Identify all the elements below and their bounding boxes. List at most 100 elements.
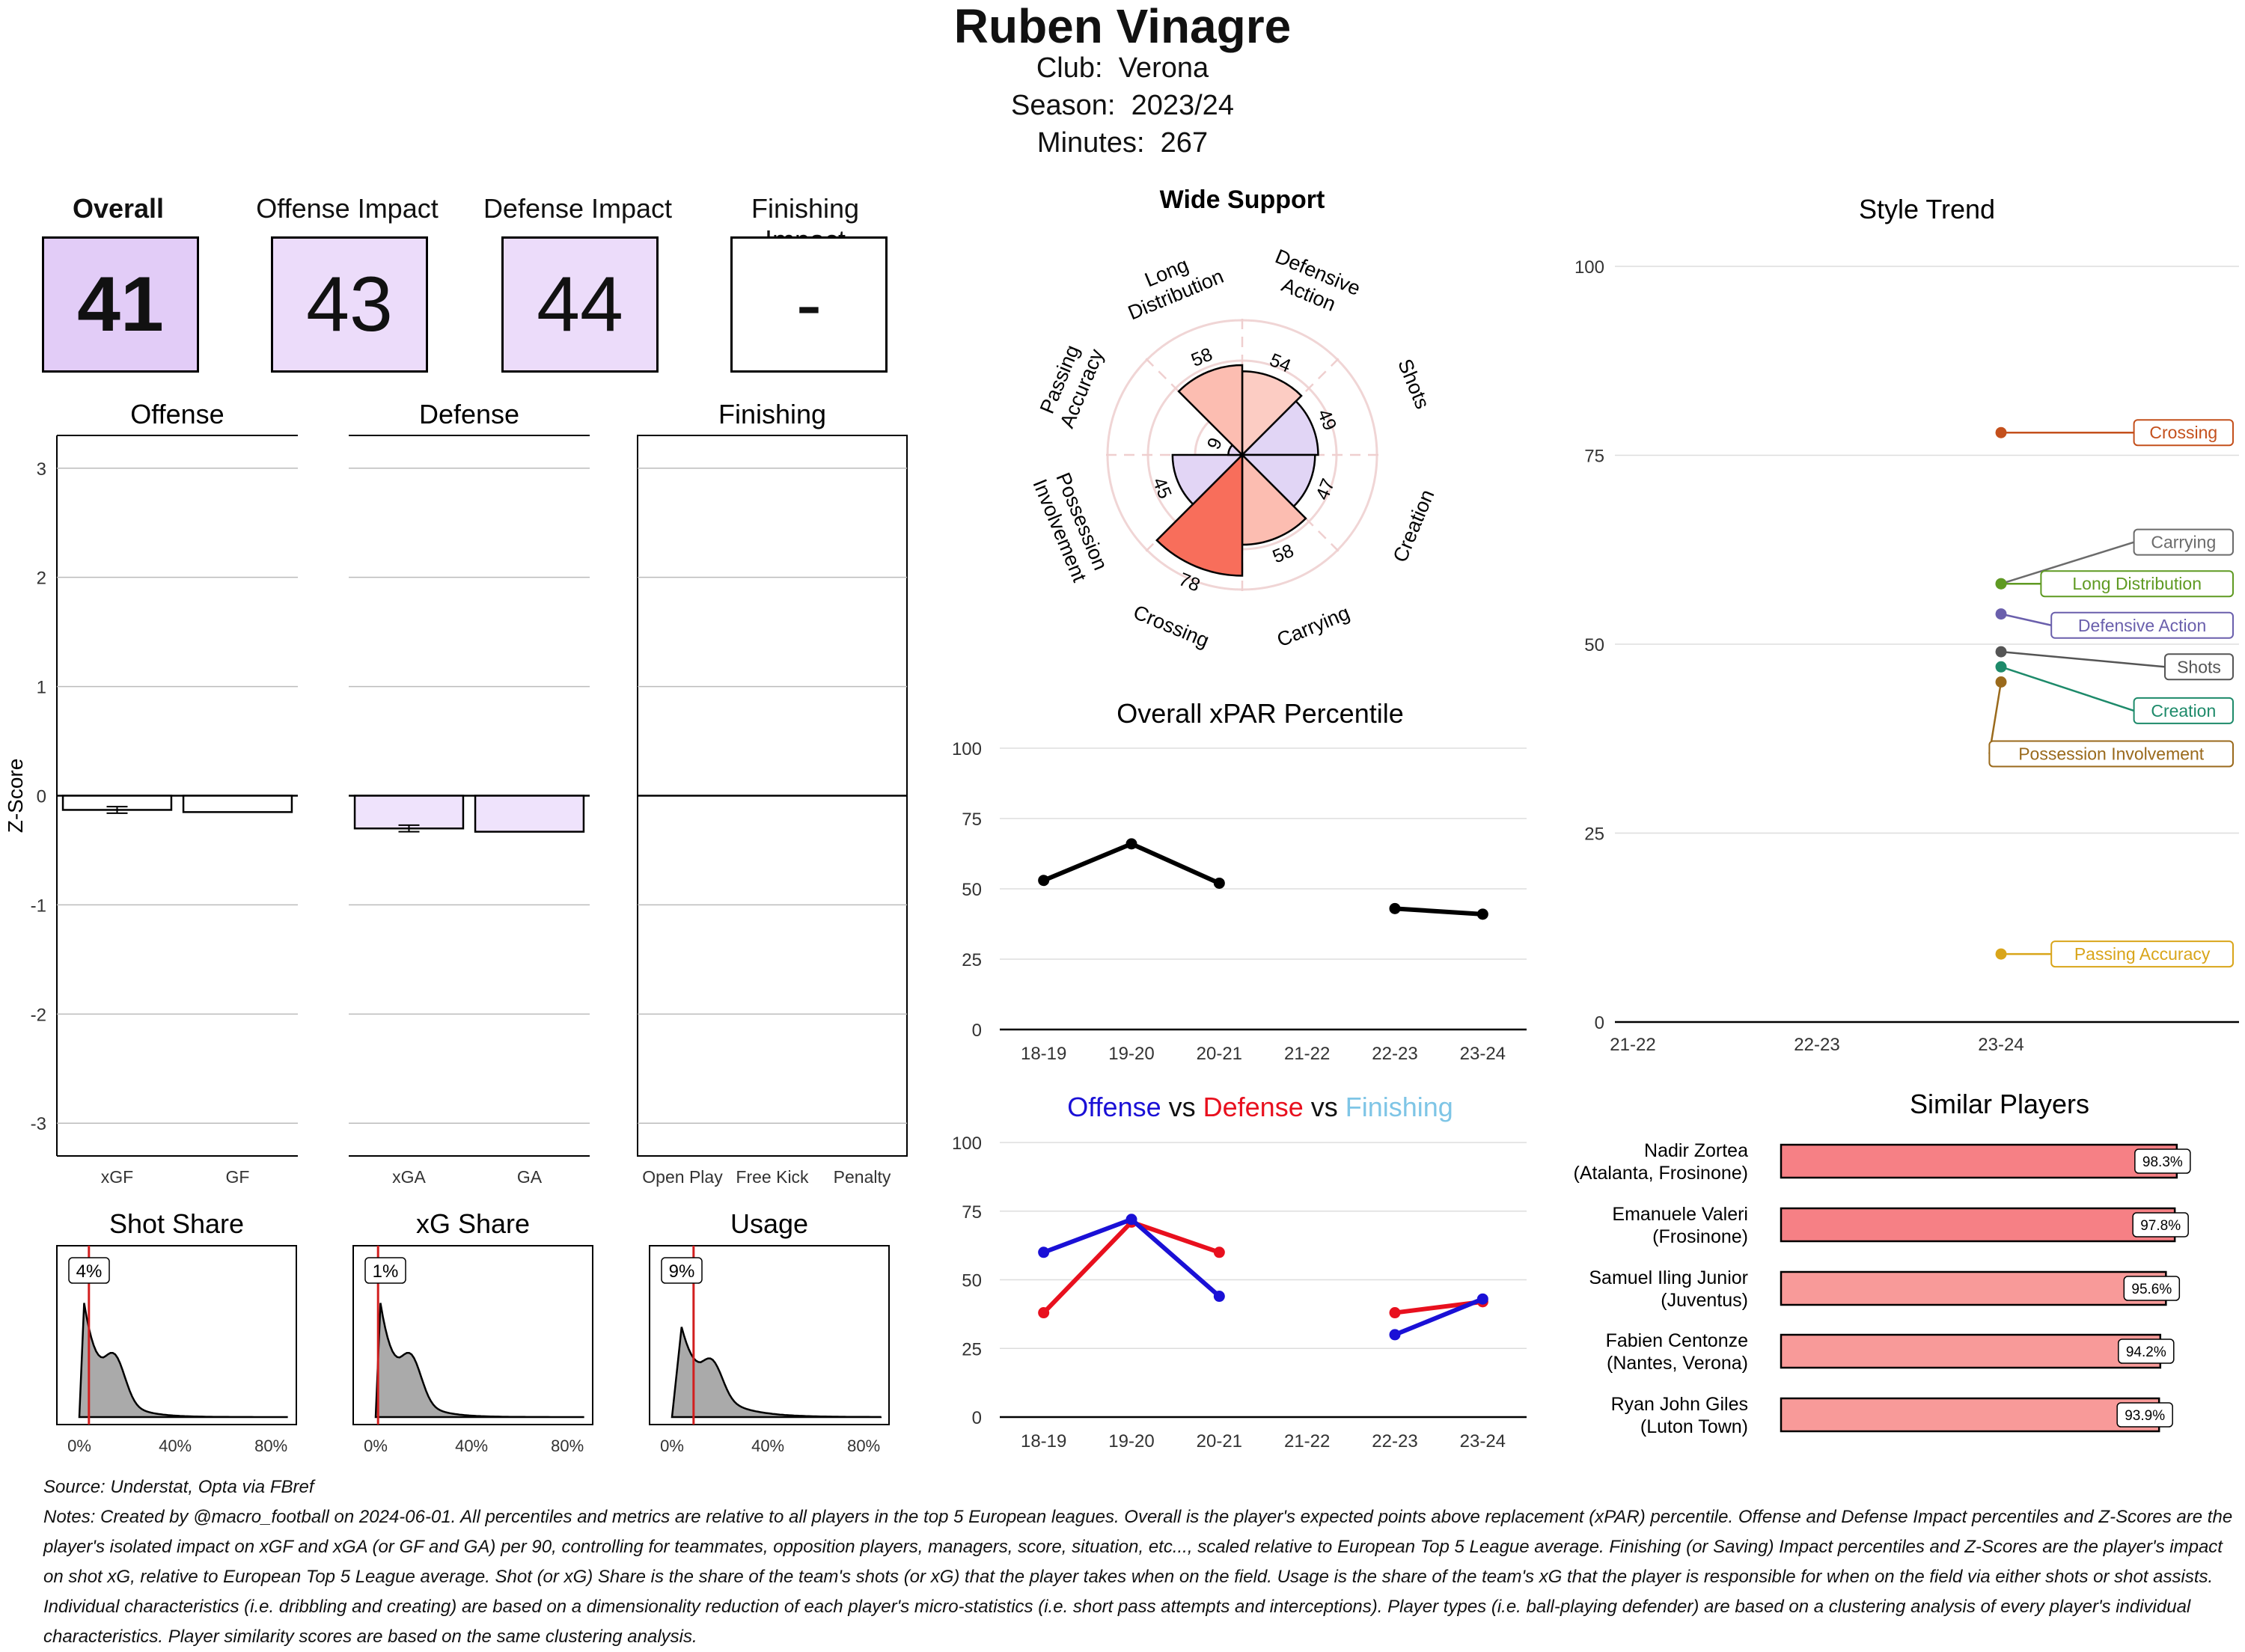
density-value-box [364,1257,406,1284]
similar-title: Similar Players [1910,1089,2089,1119]
xpar-category-label: 18-19 [1021,1044,1066,1064]
similar-player-name: Ryan John Giles [1611,1394,1748,1415]
style-tick-label: 75 [1584,447,1604,467]
zscore-tick-label: -2 [31,1005,46,1025]
ovd-title: Offense vs Defense vs Finishing [1067,1092,1453,1122]
radar-category-label: Carrying [1274,602,1353,652]
style-title: Style Trend [1859,194,1995,224]
card-title-overall: Overall [72,193,165,224]
ovd-tick-label: 0 [972,1408,982,1428]
style-tick-label: 50 [1584,635,1604,655]
density-area [374,1303,584,1419]
radar-category-label: Crossing [1130,601,1212,652]
xpar-point [1213,877,1225,889]
style-label-text: Possession Involvement [2018,744,2205,763]
similar-player-name: Nadir Zortea [1644,1140,1748,1161]
style-label-box [2050,940,2234,968]
density-frame [352,1245,593,1425]
radar-wedge [1241,452,1307,546]
xpar-title: Overall xPAR Percentile [1117,698,1403,729]
density-frame [649,1245,890,1425]
density-area [671,1327,882,1419]
radar-wedge [1171,453,1245,506]
similar-player-name: (Juventus) [1661,1290,1748,1311]
zscore-panel-title: Offense [130,399,224,429]
density-tick-label: 80% [254,1437,287,1455]
style-category-label: 22-23 [1794,1035,1839,1055]
ovd-category-label: 18-19 [1021,1431,1066,1451]
density-tick-label: 0% [67,1437,91,1455]
radar-title: Wide Support [1160,186,1325,214]
ovd-defense-line [1042,1220,1221,1315]
style-tick-label: 25 [1584,825,1604,845]
zscore-category-label: xGF [101,1167,133,1187]
style-point [1995,426,2007,438]
zscore-category-label: Free Kick [736,1167,809,1187]
style-label-box [2133,528,2235,556]
zscore-category-label: GA [517,1167,543,1187]
zscore-tick-label: 1 [37,678,46,698]
ovd-tick-label: 75 [962,1202,982,1223]
style-point [1995,578,2007,590]
radar-category-word: Creation [1389,486,1439,566]
ovd-offense-point [1125,1214,1137,1226]
style-point [1995,608,2007,620]
xpar-tick-label: 25 [962,950,982,970]
density-tick-label: 80% [847,1437,880,1455]
card-title-offense: Offense Impact [256,193,439,224]
ovd-offense-point [1476,1293,1488,1305]
footer-notes: Notes: Created by @macro_football on 202… [43,1507,2233,1647]
xpar-category-label: 21-22 [1284,1044,1330,1064]
style-label-text: Shots [2177,657,2221,676]
style-label-box [2133,697,2235,724]
ovd-category-label: 19-20 [1108,1431,1154,1451]
similar-value-label: 94.2% [2126,1344,2166,1360]
similar-value-box [2123,1276,2181,1301]
minutes-value: 267 [1160,127,1209,159]
radar-wedge [1155,452,1244,577]
style-point [1995,676,2007,688]
xpar-tick-label: 75 [962,810,982,830]
xpar-category-label: 22-23 [1372,1044,1417,1064]
density-panel-title: Shot Share [109,1208,244,1239]
radar-value-label: 9 [1203,435,1227,453]
similar-player-name: (Atalanta, Frosinone) [1574,1163,1748,1184]
zscore-tick-label: 3 [37,459,46,480]
similar-player-name: Fabien Centonze [1606,1330,1748,1351]
radar-value-label: 45 [1148,474,1176,501]
similar-value-box [2118,1339,2175,1364]
club-value: Verona [1118,52,1209,84]
ovd-title-defense: Defense [1196,1092,1304,1122]
zscore-panel-title: Defense [419,399,519,429]
radar-category-word: Crossing [1130,601,1212,652]
xpar-tick-label: 50 [962,880,982,900]
similar-value-label: 98.3% [2142,1154,2183,1170]
zscore-category-label: Penalty [834,1167,891,1187]
zscore-bar [182,795,293,813]
xpar-category-label: 20-21 [1197,1044,1242,1064]
radar-category-label: Creation [1389,486,1439,566]
density-frame [56,1245,297,1425]
zscore-tick-label: -1 [31,896,46,916]
radar-category-word: Carrying [1274,602,1353,652]
similar-value-box [2116,1402,2173,1428]
xpar-tick-label: 100 [952,739,982,759]
style-leader-line [2000,666,2134,712]
radar-category-word: Shots [1393,355,1434,412]
radar-wedge [1239,453,1316,508]
similar-player-name: Emanuele Valeri [1612,1204,1748,1225]
xpar-line [1042,841,1221,886]
density-area [78,1303,288,1419]
zscore-tick-label: -3 [31,1114,46,1134]
density-tick-label: 40% [455,1437,488,1455]
offense-impact-card: 43 [271,236,428,373]
xpar-point [1038,875,1050,887]
density-tick-label: 40% [751,1437,784,1455]
club-line: Club: Verona [0,52,2245,85]
density-panel-title: xG Share [416,1208,530,1239]
style-label-text: Carrying [2151,533,2216,552]
ovd-title-offense: Offense [1067,1092,1161,1122]
